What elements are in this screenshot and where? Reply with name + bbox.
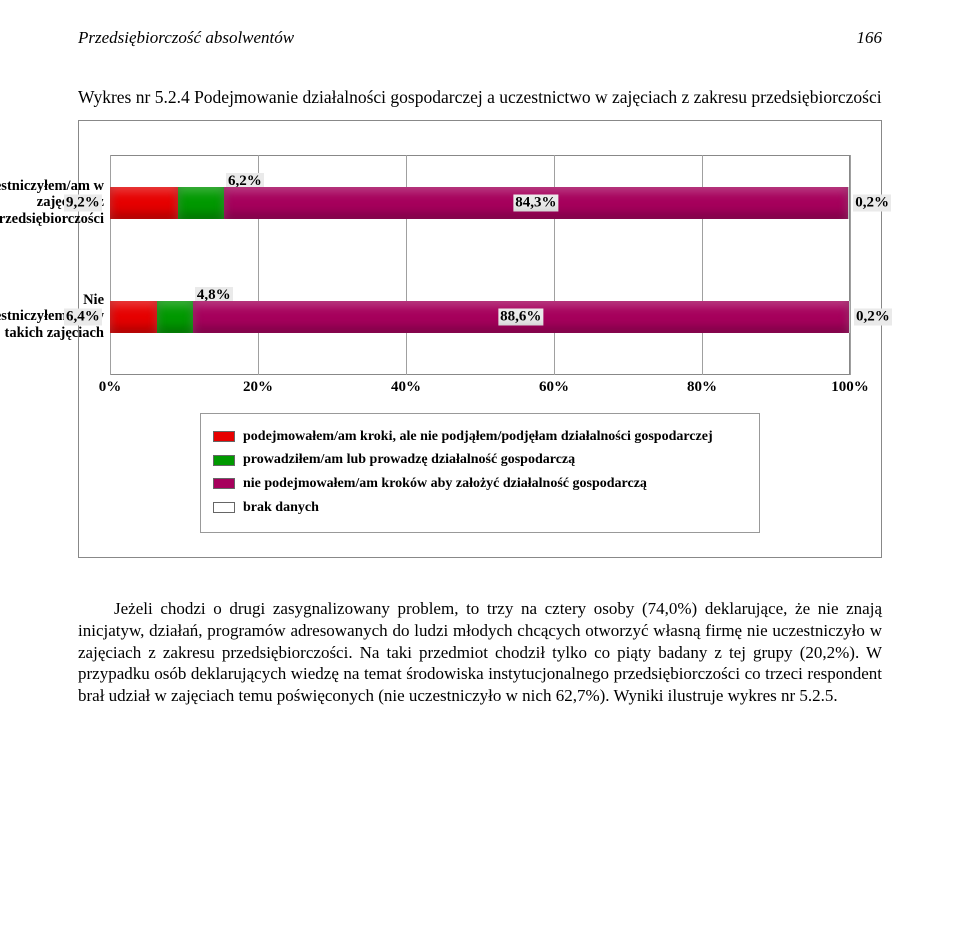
bar-segment: 9,2% [110, 187, 178, 219]
legend-item: nie podejmowałem/am kroków aby założyć d… [213, 473, 747, 495]
x-axis-tick: 0% [99, 379, 122, 396]
chart-title: Wykres nr 5.2.4 Podejmowanie działalnośc… [78, 86, 882, 110]
bar-row: Nie uczestniczyłem/am w takich zajęciach… [110, 301, 850, 333]
chart-x-axis: 0%20%40%60%80%100% [110, 375, 850, 399]
x-axis-tick: 20% [243, 379, 273, 396]
segment-value-label: 0,2% [854, 308, 892, 325]
segment-value-label: 88,6% [498, 308, 543, 325]
legend-text: prowadziłem/am lub prowadzę działalność … [243, 449, 575, 471]
segment-value-label: 0,2% [853, 194, 891, 211]
legend-swatch [213, 455, 235, 466]
bar-segment: 6,4% [110, 301, 157, 333]
legend-swatch [213, 431, 235, 442]
bar-segment: 0,2% [849, 301, 850, 333]
bar-row: Uczestniczyłem/am w zajęciach z przedsię… [110, 187, 850, 219]
grid-line [850, 155, 851, 375]
legend-item: prowadziłem/am lub prowadzę działalność … [213, 449, 747, 471]
bar-segment: 6,2% [178, 187, 224, 219]
chart-plot-area: Uczestniczyłem/am w zajęciach z przedsię… [110, 155, 850, 375]
bar-segment: 88,6% [193, 301, 849, 333]
bar-segment: 0,2% [848, 187, 849, 219]
segment-value-label: 6,4% [64, 308, 102, 325]
legend-item: podejmowałem/am kroki, ale nie podjąłem/… [213, 426, 747, 448]
x-axis-tick: 80% [687, 379, 717, 396]
segment-value-label: 84,3% [513, 194, 558, 211]
legend-text: nie podejmowałem/am kroków aby założyć d… [243, 473, 647, 495]
body-paragraph: Jeżeli chodzi o drugi zasygnalizowany pr… [78, 598, 882, 706]
chart-legend: podejmowałem/am kroki, ale nie podjąłem/… [200, 413, 760, 534]
header-left: Przedsiębiorczość absolwentów [78, 28, 294, 48]
legend-text: brak danych [243, 497, 319, 519]
legend-swatch [213, 478, 235, 489]
legend-item: brak danych [213, 497, 747, 519]
x-axis-tick: 100% [831, 379, 869, 396]
legend-swatch [213, 502, 235, 513]
x-axis-tick: 60% [539, 379, 569, 396]
chart-container: Uczestniczyłem/am w zajęciach z przedsię… [78, 120, 882, 559]
x-axis-tick: 40% [391, 379, 421, 396]
bar-segment: 4,8% [157, 301, 193, 333]
legend-text: podejmowałem/am kroki, ale nie podjąłem/… [243, 426, 713, 448]
page-header: Przedsiębiorczość absolwentów 166 [78, 28, 882, 48]
segment-value-label: 9,2% [64, 194, 102, 211]
header-page-number: 166 [857, 28, 883, 48]
bar-segment: 84,3% [224, 187, 848, 219]
